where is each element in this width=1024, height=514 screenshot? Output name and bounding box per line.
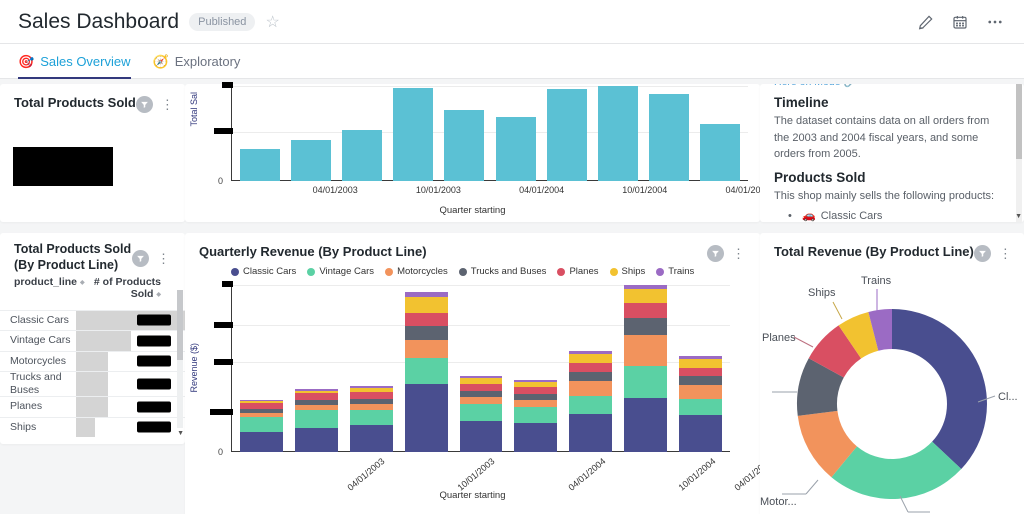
svg-text:Ships: Ships	[808, 287, 836, 299]
svg-text:Trains: Trains	[861, 275, 892, 287]
svg-text:Planes: Planes	[762, 332, 796, 344]
svg-text:Motor...: Motor...	[760, 496, 797, 508]
svg-text:Cl...: Cl...	[998, 391, 1018, 403]
